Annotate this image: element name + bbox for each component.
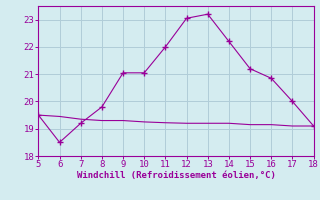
X-axis label: Windchill (Refroidissement éolien,°C): Windchill (Refroidissement éolien,°C) <box>76 171 276 180</box>
